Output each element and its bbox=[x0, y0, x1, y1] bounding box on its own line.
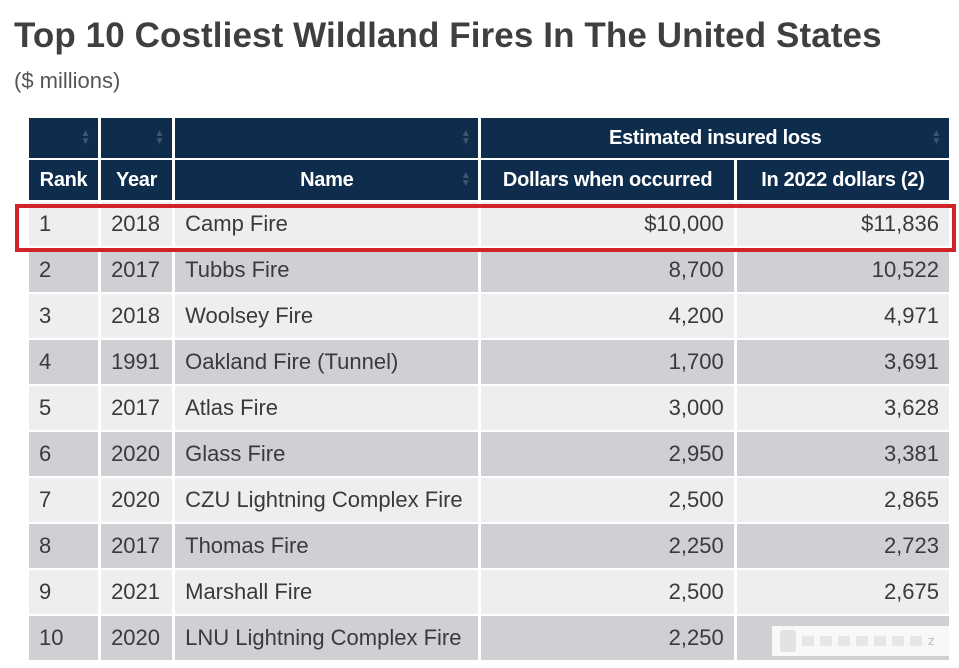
rank-cell: 4 bbox=[29, 340, 99, 384]
dollars-2022-cell: 3,628 bbox=[736, 386, 949, 430]
dollars-2022-cell: 3,381 bbox=[736, 432, 949, 476]
sort-arrows-icon: ▲ ▼ bbox=[931, 128, 941, 147]
name-cell: Oakland Fire (Tunnel) bbox=[175, 340, 479, 384]
watermark: z bbox=[772, 626, 950, 656]
column-header-year[interactable]: Year bbox=[101, 160, 173, 200]
year-sort-header[interactable]: ▲ ▼ bbox=[101, 118, 173, 158]
watermark-logo-icon bbox=[780, 630, 796, 652]
rank-cell: 10 bbox=[29, 616, 99, 660]
fires-table: ▲ ▼ ▲ ▼ ▲ ▼ Estimated insured loss ▲ ▼ Rank … bbox=[26, 116, 952, 662]
name-cell: Tubbs Fire bbox=[175, 248, 479, 292]
year-cell: 2020 bbox=[101, 478, 173, 522]
page-subtitle: ($ millions) bbox=[14, 68, 121, 93]
page-title: Top 10 Costliest Wildland Fires In The U… bbox=[14, 16, 882, 55]
rank-cell: 8 bbox=[29, 524, 99, 568]
dollars-occurred-cell: $10,000 bbox=[481, 202, 734, 246]
dollars-occurred-cell: 3,000 bbox=[481, 386, 734, 430]
dollars-occurred-cell: 8,700 bbox=[481, 248, 734, 292]
year-cell: 2021 bbox=[101, 570, 173, 614]
dollars-2022-cell: 10,522 bbox=[736, 248, 949, 292]
dollars-occurred-cell: 1,700 bbox=[481, 340, 734, 384]
estimated-insured-loss-header[interactable]: Estimated insured loss ▲ ▼ bbox=[481, 118, 949, 158]
table-row: 5 2017 Atlas Fire 3,000 3,628 bbox=[29, 386, 949, 430]
rank-cell: 1 bbox=[29, 202, 99, 246]
year-cell: 2017 bbox=[101, 248, 173, 292]
rank-cell: 2 bbox=[29, 248, 99, 292]
column-header-dollars-when-occurred[interactable]: Dollars when occurred bbox=[481, 160, 734, 200]
rank-sort-header[interactable]: ▲ ▼ bbox=[29, 118, 99, 158]
table-body: 1 2018 Camp Fire $10,000 $11,836 2 2017 Tubbs F… bbox=[29, 202, 949, 660]
table-row: 2 2017 Tubbs Fire 8,700 10,522 bbox=[29, 248, 949, 292]
group-header-label: Estimated insured loss bbox=[609, 126, 822, 149]
dollars-2022-cell: 2,723 bbox=[736, 524, 949, 568]
year-cell: 2020 bbox=[101, 616, 173, 660]
watermark-text: z bbox=[928, 634, 935, 648]
table-row: 8 2017 Thomas Fire 2,250 2,723 bbox=[29, 524, 949, 568]
name-cell: Camp Fire bbox=[175, 202, 479, 246]
dollars-occurred-cell: 4,200 bbox=[481, 294, 734, 338]
sort-arrows-icon: ▲ ▼ bbox=[460, 170, 471, 189]
watermark-blur bbox=[802, 636, 922, 646]
dollars-occurred-cell: 2,500 bbox=[481, 570, 734, 614]
year-cell: 2018 bbox=[101, 294, 173, 338]
name-cell: Thomas Fire bbox=[175, 524, 479, 568]
dollars-2022-cell: $11,836 bbox=[736, 202, 949, 246]
name-cell: Atlas Fire bbox=[175, 386, 479, 430]
table-row: 9 2021 Marshall Fire 2,500 2,675 bbox=[29, 570, 949, 614]
year-cell: 2017 bbox=[101, 386, 173, 430]
name-cell: LNU Lightning Complex Fire bbox=[175, 616, 479, 660]
column-header-name-label: Name bbox=[300, 168, 354, 191]
name-cell: CZU Lightning Complex Fire bbox=[175, 478, 479, 522]
rank-cell: 3 bbox=[29, 294, 99, 338]
dollars-occurred-cell: 2,250 bbox=[481, 524, 734, 568]
dollars-2022-cell: 4,971 bbox=[736, 294, 949, 338]
name-sort-header[interactable]: ▲ ▼ bbox=[175, 118, 479, 158]
sort-arrows-icon: ▲ ▼ bbox=[460, 128, 471, 147]
year-cell: 2017 bbox=[101, 524, 173, 568]
table-row: 6 2020 Glass Fire 2,950 3,381 bbox=[29, 432, 949, 476]
rank-cell: 5 bbox=[29, 386, 99, 430]
dollars-occurred-cell: 2,500 bbox=[481, 478, 734, 522]
dollars-occurred-cell: 2,950 bbox=[481, 432, 734, 476]
header-row-group: ▲ ▼ ▲ ▼ ▲ ▼ Estimated insured loss ▲ ▼ bbox=[29, 118, 949, 158]
dollars-2022-cell: 2,675 bbox=[736, 570, 949, 614]
header-row-columns: Rank Year Name ▲ ▼ Dollars when occurred … bbox=[29, 160, 949, 200]
dollars-occurred-cell: 2,250 bbox=[481, 616, 734, 660]
year-cell: 2020 bbox=[101, 432, 173, 476]
name-cell: Glass Fire bbox=[175, 432, 479, 476]
sort-arrows-icon: ▲ ▼ bbox=[80, 128, 91, 147]
column-header-name[interactable]: Name ▲ ▼ bbox=[175, 160, 479, 200]
table-row: 1 2018 Camp Fire $10,000 $11,836 bbox=[29, 202, 949, 246]
column-header-rank[interactable]: Rank bbox=[29, 160, 99, 200]
table-row: 3 2018 Woolsey Fire 4,200 4,971 bbox=[29, 294, 949, 338]
dollars-2022-cell: 2,865 bbox=[736, 478, 949, 522]
rank-cell: 9 bbox=[29, 570, 99, 614]
year-cell: 2018 bbox=[101, 202, 173, 246]
sort-arrows-icon: ▲ ▼ bbox=[154, 128, 165, 147]
dollars-2022-cell: 3,691 bbox=[736, 340, 949, 384]
table-row: 4 1991 Oakland Fire (Tunnel) 1,700 3,691 bbox=[29, 340, 949, 384]
table-row: 7 2020 CZU Lightning Complex Fire 2,500 2,86… bbox=[29, 478, 949, 522]
name-cell: Marshall Fire bbox=[175, 570, 479, 614]
rank-cell: 7 bbox=[29, 478, 99, 522]
rank-cell: 6 bbox=[29, 432, 99, 476]
year-cell: 1991 bbox=[101, 340, 173, 384]
column-header-2022-dollars[interactable]: In 2022 dollars (2) bbox=[736, 160, 949, 200]
name-cell: Woolsey Fire bbox=[175, 294, 479, 338]
